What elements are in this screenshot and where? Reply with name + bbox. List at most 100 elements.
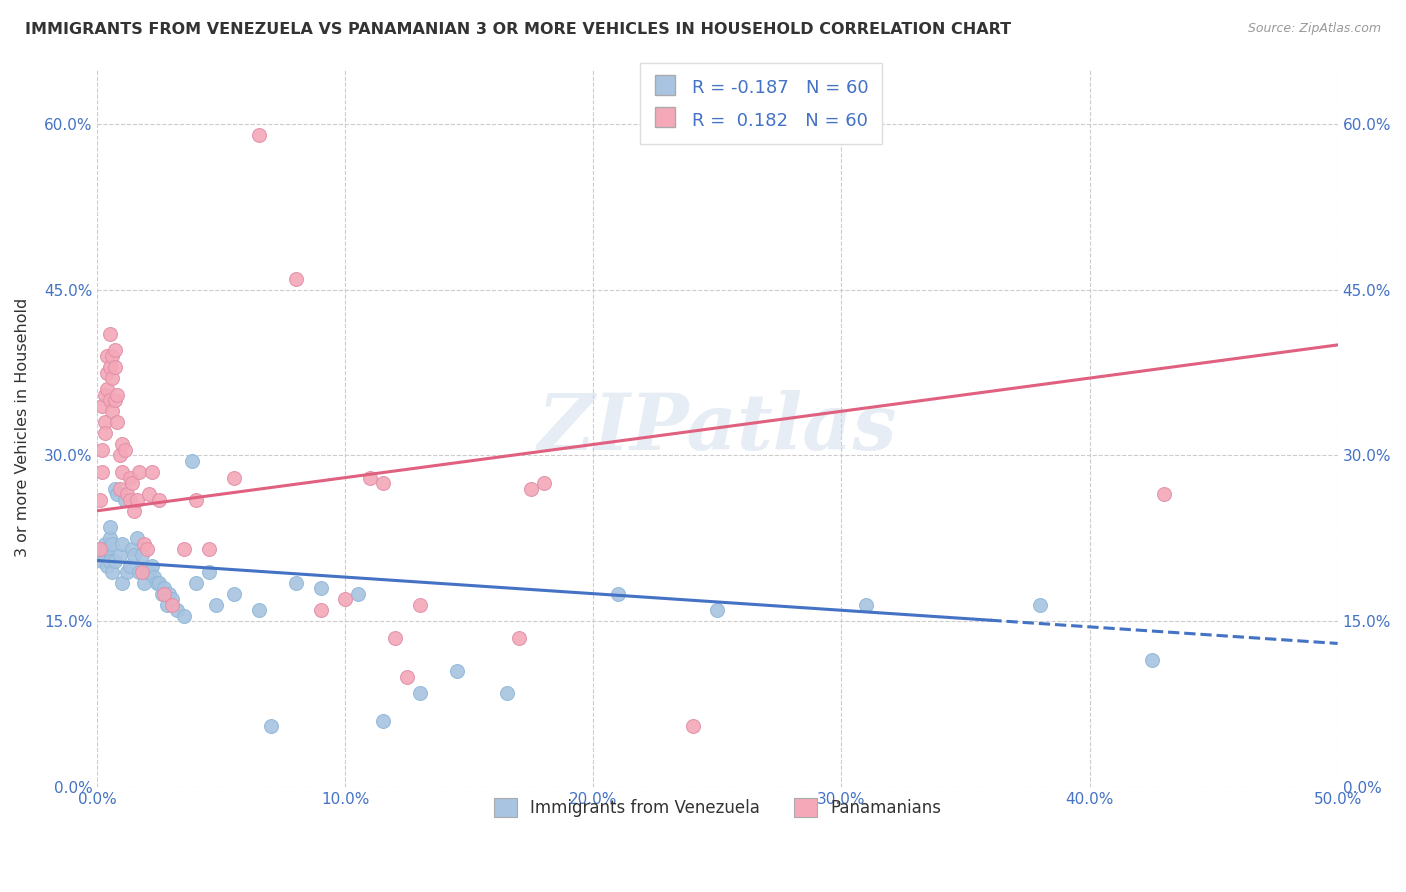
Point (141, 465, 163, 479)
Point (1029, 598, 1052, 612)
Point (108, 449, 131, 463)
Point (98, 520, 121, 534)
Point (98, 393, 121, 408)
Point (160, 598, 183, 612)
Point (409, 686, 432, 700)
Point (121, 542, 143, 557)
Point (96, 349, 118, 363)
Point (198, 565, 221, 579)
Point (101, 565, 124, 579)
Point (153, 587, 176, 601)
Point (105, 487, 128, 501)
Point (409, 598, 432, 612)
Point (260, 719, 283, 733)
Point (114, 492, 136, 507)
Point (115, 565, 138, 579)
Point (128, 465, 150, 479)
Point (371, 714, 394, 728)
Point (148, 575, 170, 590)
Point (607, 587, 630, 601)
Point (284, 575, 307, 590)
Point (101, 404, 124, 418)
Legend: Immigrants from Venezuela, Panamanians: Immigrants from Venezuela, Panamanians (485, 789, 949, 826)
Point (93, 387, 115, 401)
Point (138, 487, 160, 501)
Point (247, 128, 270, 142)
Point (91, 442, 114, 457)
Point (96, 559, 118, 574)
Point (222, 470, 245, 484)
Point (384, 631, 406, 645)
Point (247, 603, 270, 617)
Point (101, 537, 124, 551)
Point (91, 548, 114, 562)
Point (371, 476, 394, 491)
Point (111, 437, 134, 451)
Point (153, 581, 176, 595)
Point (446, 664, 468, 678)
Point (309, 581, 332, 595)
Point (101, 349, 124, 363)
Point (180, 454, 202, 468)
Point (157, 587, 180, 601)
Point (205, 598, 228, 612)
Point (108, 482, 131, 496)
Point (118, 470, 141, 484)
Point (111, 537, 134, 551)
Point (104, 359, 127, 374)
Point (104, 482, 127, 496)
Point (135, 542, 157, 557)
Point (141, 559, 163, 574)
Point (98, 326, 121, 341)
Point (105, 415, 128, 429)
Point (173, 542, 195, 557)
Point (121, 476, 143, 491)
Point (89, 548, 111, 562)
Point (131, 548, 153, 562)
Point (118, 559, 141, 574)
Point (93, 537, 115, 551)
Point (111, 575, 134, 590)
Point (1140, 653, 1163, 667)
Text: ZIPatlas: ZIPatlas (537, 390, 897, 467)
Point (198, 542, 221, 557)
Point (124, 548, 146, 562)
Point (98, 359, 121, 374)
Point (508, 631, 530, 645)
Point (359, 470, 381, 484)
Point (118, 492, 141, 507)
Point (150, 587, 173, 601)
Point (346, 587, 368, 601)
Point (533, 476, 555, 491)
Point (105, 387, 128, 401)
Point (160, 592, 183, 607)
Point (114, 442, 136, 457)
Point (855, 598, 877, 612)
Point (143, 570, 166, 584)
Point (138, 565, 160, 579)
Point (96, 542, 118, 557)
Point (1153, 487, 1175, 501)
Point (98, 532, 121, 546)
Point (156, 598, 179, 612)
Point (186, 492, 208, 507)
Point (101, 371, 124, 385)
Point (91, 399, 114, 413)
Point (91, 465, 114, 479)
Y-axis label: 3 or more Vehicles in Household: 3 or more Vehicles in Household (15, 298, 30, 558)
Point (125, 492, 148, 507)
Point (96, 366, 118, 380)
Point (96, 382, 118, 396)
Point (93, 548, 115, 562)
Point (108, 548, 131, 562)
Point (104, 393, 127, 408)
Point (93, 542, 115, 557)
Point (125, 532, 148, 546)
Point (335, 592, 357, 607)
Point (98, 553, 121, 567)
Point (131, 565, 153, 579)
Point (222, 587, 245, 601)
Point (93, 426, 115, 441)
Point (115, 487, 138, 501)
Point (284, 271, 307, 285)
